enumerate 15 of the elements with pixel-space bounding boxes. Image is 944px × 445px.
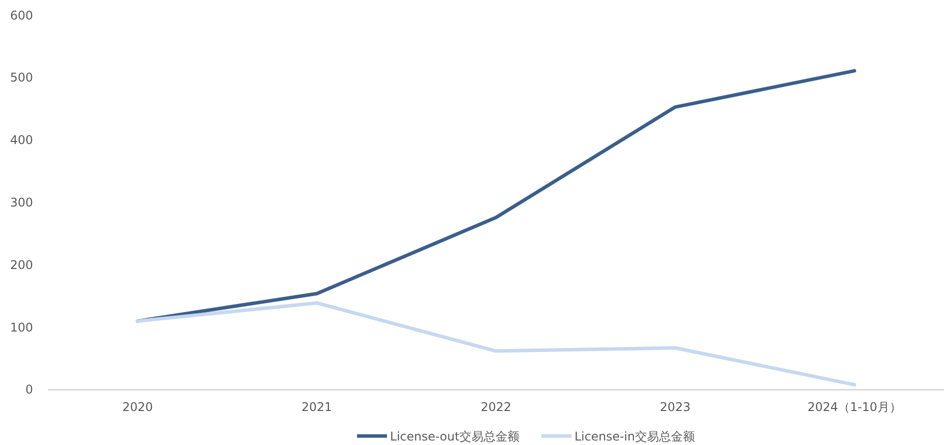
y-tick-label: 500	[10, 70, 33, 85]
y-tick-label: 100	[10, 320, 33, 334]
x-tick-label: 2023	[660, 400, 690, 414]
y-tick-label: 400	[10, 133, 33, 148]
y-tick-label: 600	[10, 8, 33, 22]
y-tick-label: 0	[25, 382, 33, 397]
y-tick-label: 300	[10, 196, 33, 210]
x-tick-label: 2020	[122, 400, 153, 414]
x-tick-label: 2024（1-10月）	[808, 400, 902, 414]
line-series	[136, 301, 856, 386]
x-tick-label: 2021	[302, 400, 332, 414]
y-tick-label: 200	[10, 258, 33, 272]
legend-label: License-out交易总金额	[390, 430, 520, 444]
x-tick-label: 2022	[480, 400, 512, 414]
legend-label: License-in交易总金额	[574, 430, 695, 444]
